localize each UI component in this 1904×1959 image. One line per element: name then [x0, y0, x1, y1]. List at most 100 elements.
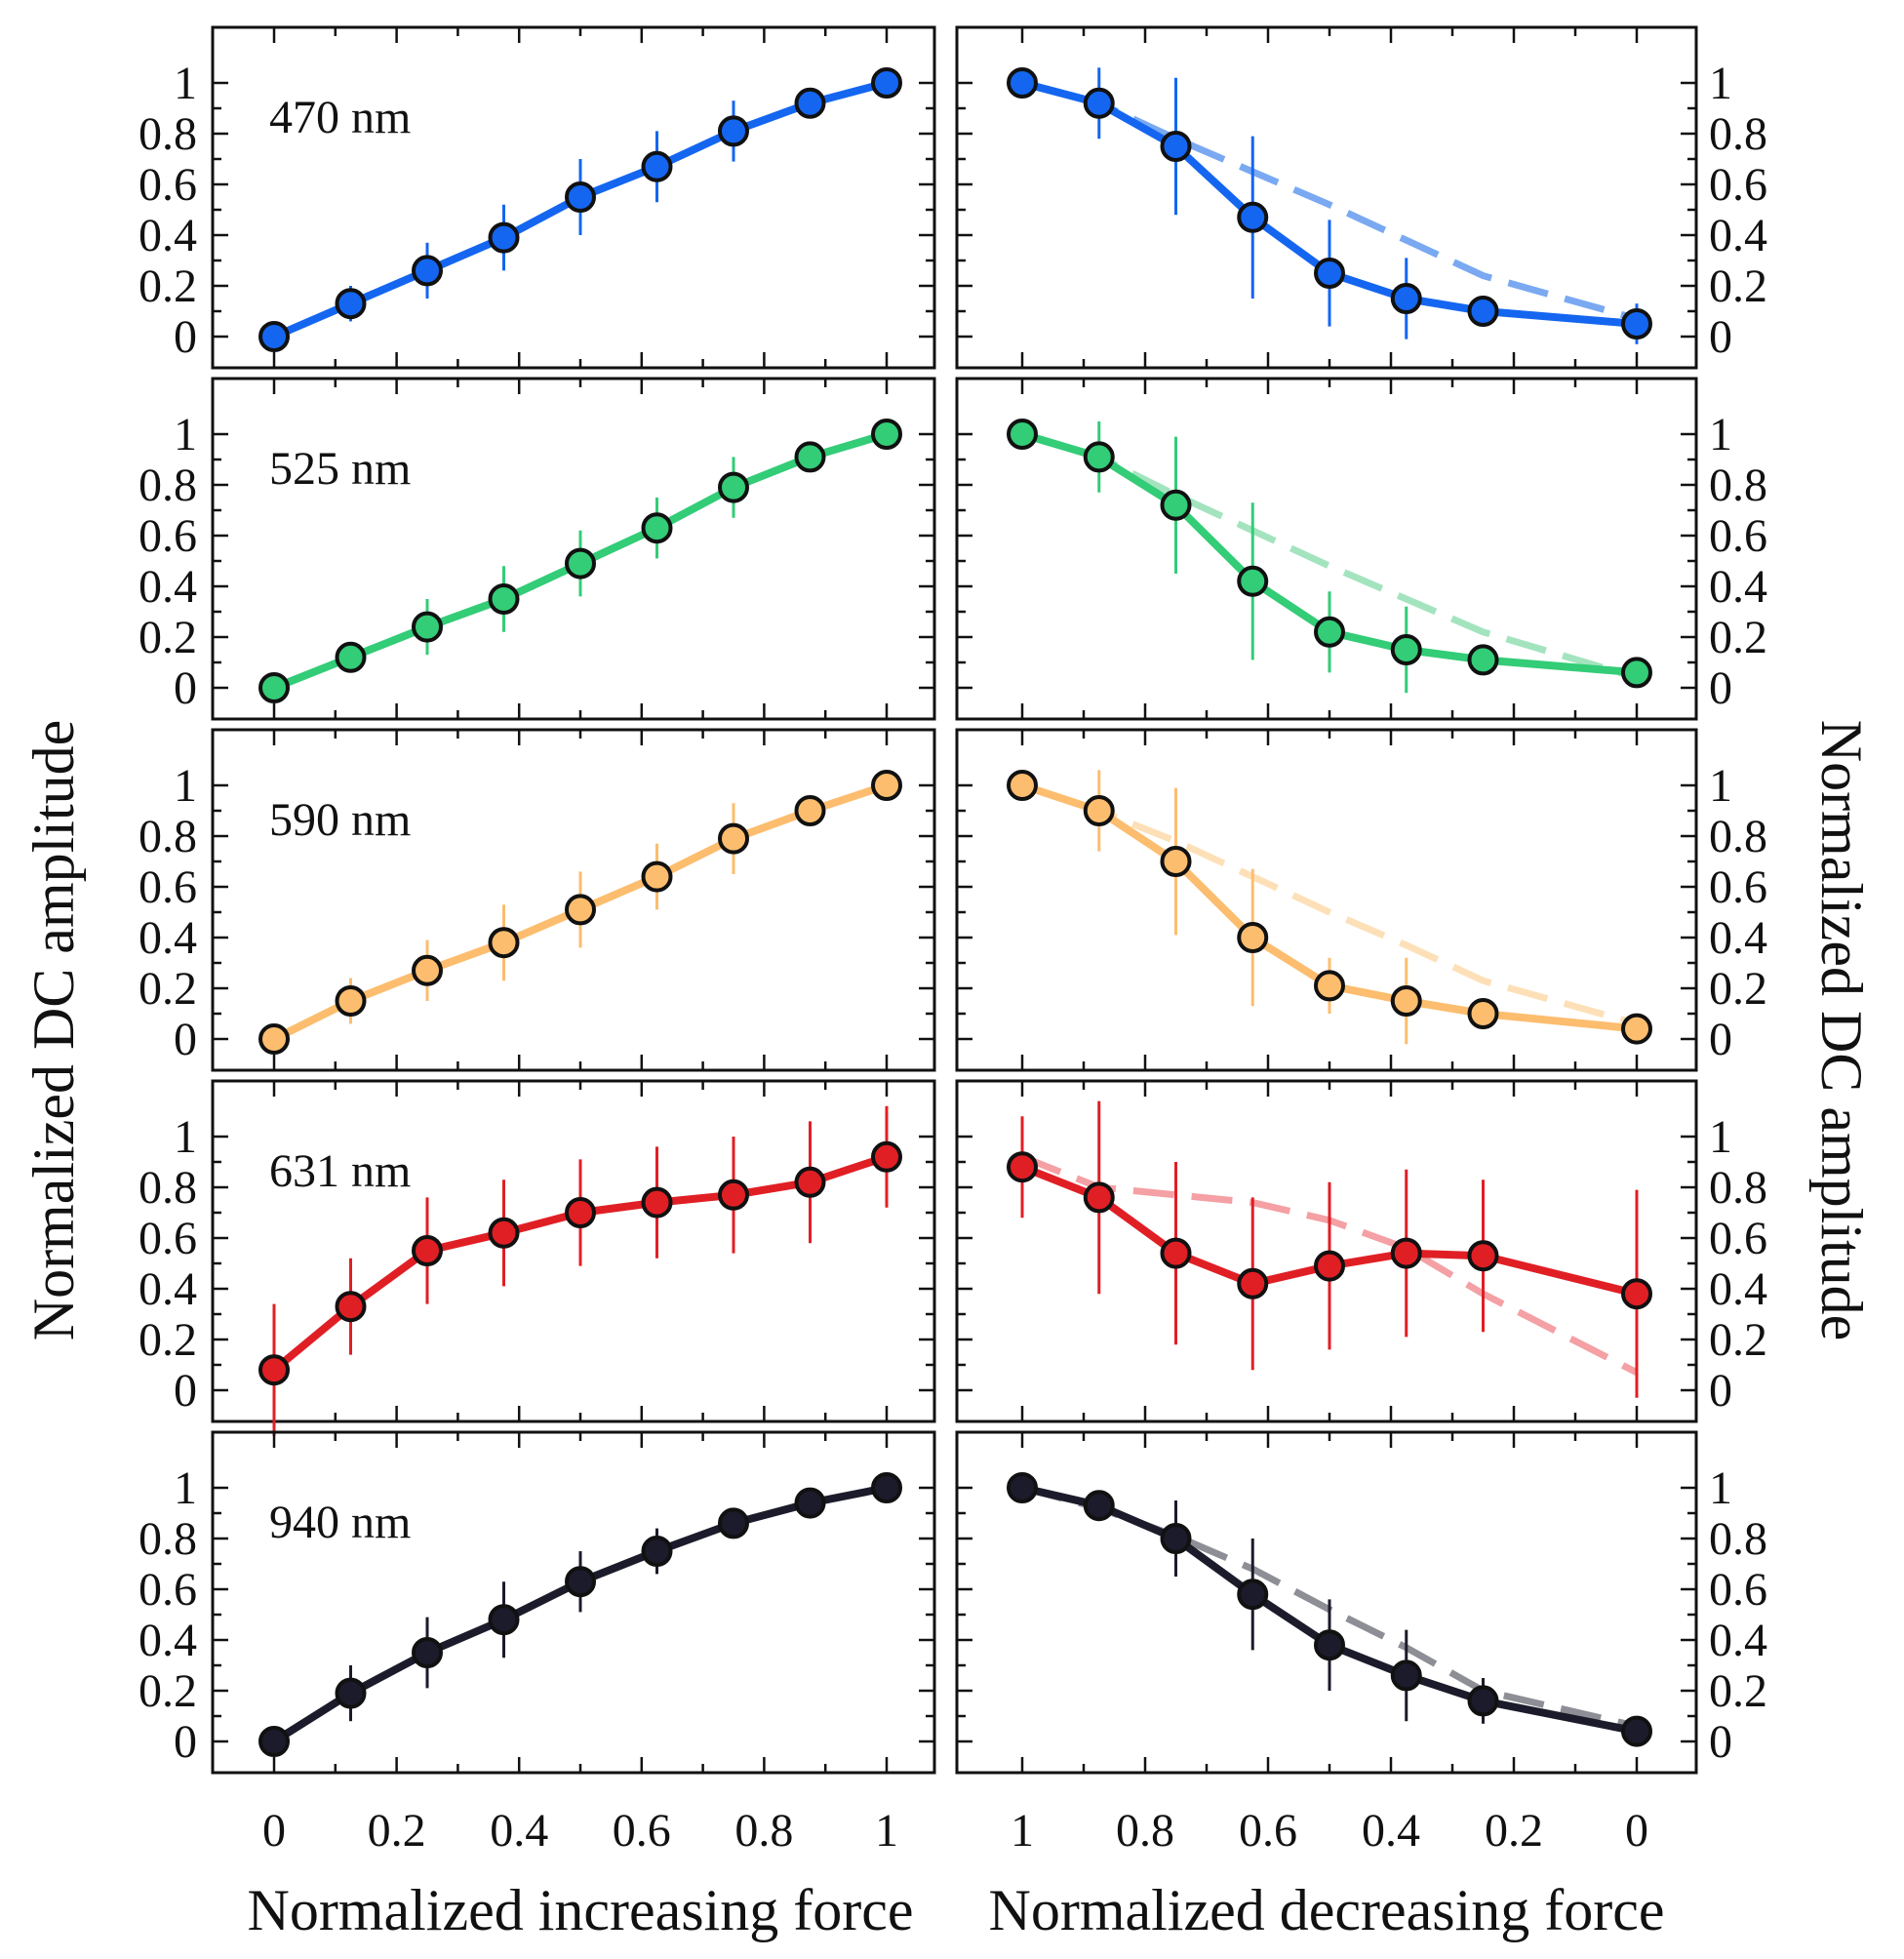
wavelength-label: 470 nm [269, 92, 411, 143]
y-tick-label-left: 0.4 [139, 1615, 197, 1666]
x-tick-label-left: 0.2 [368, 1805, 426, 1857]
data-point [1160, 1523, 1192, 1554]
y-tick-label-left: 0 [174, 1716, 197, 1768]
data-point [641, 150, 673, 182]
data-point [641, 1536, 673, 1567]
x-tick-label-right: 0 [1625, 1805, 1648, 1857]
wavelength-label: 590 nm [269, 794, 411, 846]
data-point [1314, 1629, 1345, 1661]
data-point [718, 822, 749, 855]
panel-frame-right [955, 1079, 1698, 1423]
data-point [1237, 922, 1269, 953]
x-tick-label-right: 1 [1011, 1805, 1034, 1857]
y-tick-label-right: 0.6 [1709, 1213, 1767, 1264]
data-point [1390, 1659, 1422, 1692]
data-point [1007, 419, 1038, 450]
data-point [488, 1604, 520, 1636]
y-tick-label-left: 0.8 [139, 811, 197, 862]
data-point [1083, 87, 1115, 119]
y-tick-label-right: 0.2 [1709, 260, 1767, 312]
y-tick-label-right: 0 [1709, 1014, 1732, 1065]
y-tick-label-left: 1 [174, 1462, 197, 1514]
data-point [488, 1217, 520, 1249]
data-point [488, 583, 520, 615]
data-point [1083, 1490, 1115, 1522]
data-point [871, 1140, 902, 1173]
data-point [565, 547, 596, 580]
y-tick-label-left: 0.6 [139, 1213, 197, 1264]
data-point [871, 419, 902, 450]
y-tick-label-left: 0.8 [139, 1162, 197, 1214]
data-point [718, 115, 749, 147]
data-point [1621, 308, 1652, 340]
data-point [1160, 1237, 1192, 1269]
data-point [794, 795, 826, 826]
xlabel-left: Normalized increasing force [248, 1878, 914, 1942]
data-point [1467, 1685, 1499, 1717]
y-tick-label-right: 0 [1709, 1716, 1732, 1768]
data-point [1314, 1250, 1345, 1282]
y-tick-label-right: 0.2 [1709, 963, 1767, 1015]
data-point [335, 641, 367, 673]
y-tick-label-left: 1 [174, 409, 197, 460]
x-tick-label-left: 0.6 [613, 1805, 671, 1857]
data-point [1314, 970, 1345, 1002]
data-point [641, 512, 673, 544]
x-tick-label-left: 0 [262, 1805, 286, 1857]
y-tick-label-right: 0.6 [1709, 510, 1767, 562]
data-point [1160, 846, 1192, 877]
data-point [258, 1354, 290, 1386]
data-point [794, 1166, 826, 1198]
y-tick-label-right: 0.2 [1709, 1665, 1767, 1717]
y-tick-label-right: 1 [1709, 760, 1732, 812]
data-point [1007, 1472, 1038, 1503]
data-point [412, 1235, 443, 1266]
data-point [1237, 1579, 1269, 1611]
data-point [412, 954, 443, 986]
data-point [1083, 795, 1115, 826]
data-point [1390, 985, 1422, 1017]
y-tick-label-left: 0.2 [139, 1665, 197, 1717]
x-tick-label-right: 0.2 [1485, 1805, 1543, 1857]
data-point [1007, 1151, 1038, 1183]
x-tick-label-right: 0.8 [1116, 1805, 1174, 1857]
y-tick-label-right: 0.8 [1709, 811, 1767, 862]
y-tick-label-left: 0 [174, 1365, 197, 1417]
y-tick-label-left: 0.6 [139, 1564, 197, 1616]
panel-frame-left [211, 1079, 936, 1423]
panel-frame-right [955, 728, 1698, 1072]
y-tick-label-right: 1 [1709, 409, 1732, 460]
y-tick-label-right: 0 [1709, 311, 1732, 363]
data-point [1314, 616, 1345, 648]
y-tick-label-left: 0.6 [139, 861, 197, 913]
data-point [565, 1566, 596, 1598]
data-point [488, 221, 520, 254]
y-tick-label-right: 0.2 [1709, 612, 1767, 663]
x-tick-label-left: 0.4 [490, 1805, 548, 1857]
panel-frame-right [955, 25, 1698, 370]
data-point [565, 894, 596, 926]
y-tick-label-left: 1 [174, 760, 197, 812]
data-point [488, 927, 520, 959]
data-point [718, 471, 749, 503]
y-tick-label-right: 1 [1709, 1111, 1732, 1163]
panel-frame-right [955, 377, 1698, 721]
panel-frame-right [955, 1430, 1698, 1775]
data-point [412, 255, 443, 287]
x-tick-label-left: 1 [875, 1805, 898, 1857]
data-point [718, 1179, 749, 1211]
data-point [1467, 296, 1499, 327]
y-tick-label-left: 0.2 [139, 260, 197, 312]
y-tick-label-right: 1 [1709, 58, 1732, 109]
xlabel-right: Normalized decreasing force [989, 1878, 1665, 1942]
y-tick-label-right: 0.4 [1709, 210, 1767, 261]
data-point [718, 1507, 749, 1539]
wavelength-label: 631 nm [269, 1145, 411, 1197]
y-tick-label-right: 0.4 [1709, 1615, 1767, 1666]
data-point [1390, 1237, 1422, 1269]
data-point [794, 1487, 826, 1519]
y-tick-label-left: 1 [174, 58, 197, 109]
y-tick-label-left: 0 [174, 1014, 197, 1065]
y-tick-label-right: 0.4 [1709, 912, 1767, 964]
